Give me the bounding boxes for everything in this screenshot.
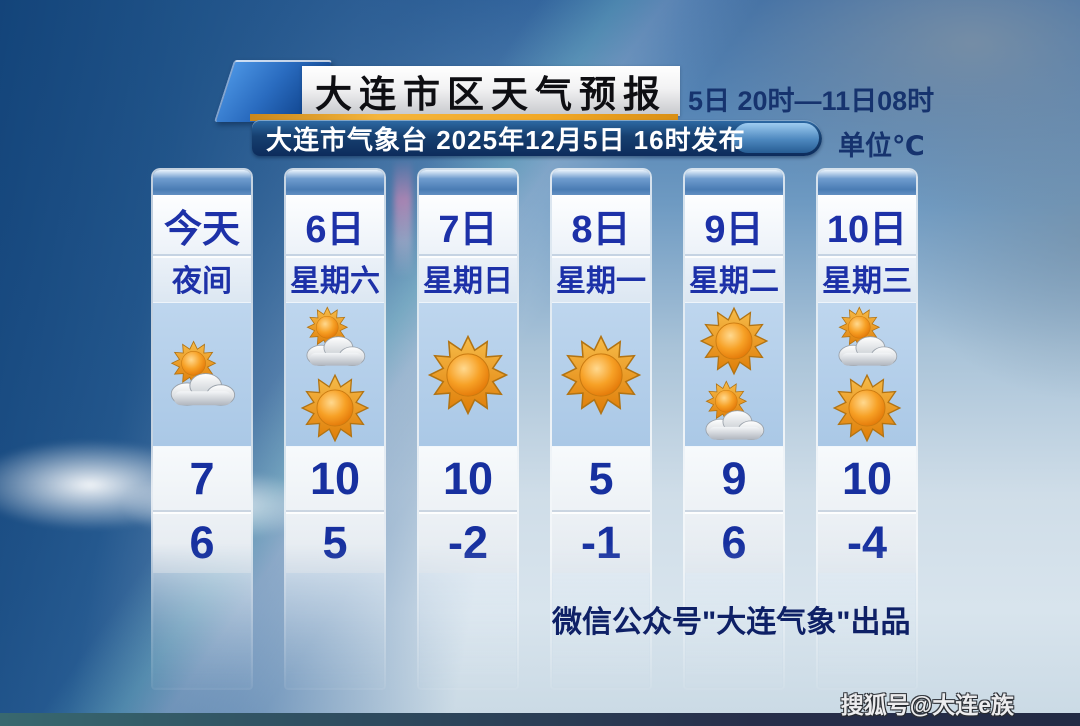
wechat-credit: 微信公众号"大连气象"出品: [552, 606, 911, 639]
sun-icon: [700, 307, 768, 375]
weather-icons: [685, 302, 783, 447]
weather-icons: [286, 302, 384, 447]
high-temp: 7: [189, 452, 215, 504]
weather-icons: [818, 302, 916, 447]
low-temp: -4: [818, 510, 916, 573]
low-temp: 5: [286, 510, 384, 573]
panel-reflection: [286, 573, 384, 688]
forecast-period: 5日 20时—11日08时: [688, 86, 935, 116]
panel-reflection: [818, 573, 916, 688]
low-temp: 6: [685, 510, 783, 573]
day-label: 6日: [305, 208, 365, 251]
forecast-columns: 今天 夜间 7 6 6日 星期六: [151, 168, 918, 690]
weekday-label: 星期日: [419, 254, 517, 302]
column-cap: [552, 170, 650, 196]
day-label: 7日: [438, 208, 498, 251]
day-label: 9日: [704, 208, 764, 251]
sun-icon: [301, 374, 369, 442]
weekday-label: 星期二: [685, 254, 783, 302]
high-temp: 5: [588, 452, 614, 504]
high-temp: 10: [841, 452, 893, 504]
panel-reflection: [419, 573, 517, 688]
high-temp: 10: [309, 452, 361, 504]
temperature-box: 5 -1: [552, 447, 650, 573]
sun-icon: [428, 335, 508, 414]
low-temp: -1: [552, 510, 650, 573]
weekday-label: 夜间: [153, 254, 251, 302]
forecast-column-day10: 10日 星期三 10 -4: [816, 168, 918, 690]
date-box: 8日 星期一: [552, 196, 650, 302]
sun-behind-cloud-icon: [170, 341, 236, 406]
column-cap: [818, 170, 916, 196]
gold-underline: [250, 114, 678, 121]
issued-text: 大连市气象台 2025年12月5日 16时发布: [266, 124, 746, 155]
issued-bar-gloss: [733, 123, 819, 153]
low-temp: -2: [419, 510, 517, 573]
forecast-column-day8: 8日 星期一 5 -1: [550, 168, 652, 690]
date-box: 10日 星期三: [818, 196, 916, 302]
column-cap: [419, 170, 517, 196]
column-cap: [685, 170, 783, 196]
forecast-column-day9: 9日 星期二 9 6: [683, 168, 785, 690]
date-box: 9日 星期二: [685, 196, 783, 302]
unit-label: 单位℃: [838, 131, 925, 161]
sun-behind-cloud-icon: [306, 307, 366, 367]
high-temp: 9: [721, 452, 747, 504]
weather-icons: [552, 302, 650, 447]
high-temp: 10: [442, 452, 494, 504]
temperature-box: 9 6: [685, 447, 783, 573]
forecast-column-day6: 6日 星期六 10 5: [284, 168, 386, 690]
temperature-box: 10 -2: [419, 447, 517, 573]
bottom-strip: [0, 713, 1080, 726]
date-box: 今天 夜间: [153, 196, 251, 302]
date-box: 7日 星期日: [419, 196, 517, 302]
weekday-label: 星期六: [286, 254, 384, 302]
low-temp: 6: [153, 510, 251, 573]
title-banner: 大连市区天气预报: [302, 66, 680, 116]
day-label: 今天: [163, 208, 240, 251]
weather-icons: [153, 302, 251, 447]
temperature-box: 7 6: [153, 447, 251, 573]
temperature-box: 10 5: [286, 447, 384, 573]
weekday-label: 星期一: [552, 254, 650, 302]
sun-behind-cloud-icon: [838, 307, 898, 367]
sun-behind-cloud-icon: [705, 380, 765, 440]
sohu-watermark: 搜狐号@大连e族: [840, 692, 1014, 718]
pink-light-streak: [394, 158, 412, 278]
sun-icon: [561, 335, 641, 414]
column-cap: [286, 170, 384, 196]
column-cap: [153, 170, 251, 196]
weekday-label: 星期三: [818, 254, 916, 302]
issued-bar: 大连市气象台 2025年12月5日 16时发布: [252, 120, 822, 156]
day-label: 8日: [571, 208, 631, 251]
panel-reflection: [552, 573, 650, 688]
forecast-column-tonight: 今天 夜间 7 6: [151, 168, 253, 690]
sun-icon: [833, 374, 901, 442]
day-label: 10日: [826, 208, 908, 251]
temperature-box: 10 -4: [818, 447, 916, 573]
panel-reflection: [685, 573, 783, 688]
panel-reflection: [153, 573, 251, 688]
page-title: 大连市区天气预报: [315, 74, 667, 115]
date-box: 6日 星期六: [286, 196, 384, 302]
forecast-column-day7: 7日 星期日 10 -2: [417, 168, 519, 690]
weather-icons: [419, 302, 517, 447]
